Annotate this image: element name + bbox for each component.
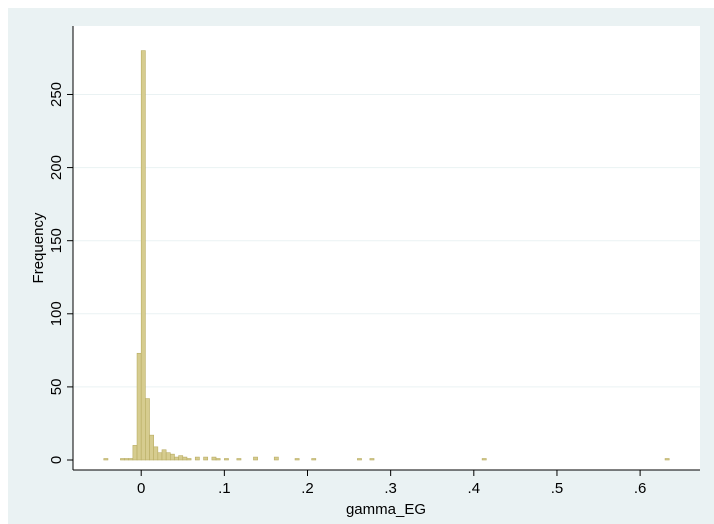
histogram-bar-29 bbox=[369, 458, 375, 461]
histogram-bar-7 bbox=[145, 398, 150, 461]
histogram-bar-0 bbox=[103, 458, 109, 461]
tick-labels: 0 50 100 150 200 250 0 .1 .2 .3 .4 .5 .6 bbox=[48, 82, 646, 497]
histogram-bar-18 bbox=[194, 456, 200, 461]
histogram-bar-10 bbox=[157, 452, 163, 461]
histogram-bar-26 bbox=[294, 458, 300, 461]
histogram-bar-30 bbox=[481, 458, 487, 461]
x-tick-label-3: .3 bbox=[384, 480, 397, 497]
histogram-bar-27 bbox=[311, 458, 317, 461]
x-tick-label-5: .5 bbox=[551, 480, 564, 497]
plot-area bbox=[73, 26, 700, 470]
x-tick-label-2: .2 bbox=[301, 480, 314, 497]
histogram-bar-23 bbox=[236, 458, 242, 461]
histogram-bar-16 bbox=[182, 456, 188, 461]
histogram-bar-2 bbox=[124, 458, 130, 461]
y-tick-label-1: 50 bbox=[48, 379, 65, 396]
histogram-bars bbox=[103, 50, 670, 461]
histogram-bar-9 bbox=[153, 446, 159, 461]
histogram-bar-31 bbox=[664, 458, 670, 461]
histogram-bar-6 bbox=[140, 50, 146, 461]
histogram-bar-5 bbox=[136, 352, 142, 461]
histogram-bar-21 bbox=[215, 458, 221, 461]
chart-background: 0 50 100 150 200 250 0 .1 .2 .3 .4 .5 .6 gamma_EG Fr… bbox=[8, 8, 714, 524]
x-axis-title: gamma_EG bbox=[346, 501, 426, 518]
histogram-bar-11 bbox=[161, 449, 167, 461]
histogram-bar-3 bbox=[128, 458, 134, 461]
histogram-chart: 0 50 100 150 200 250 0 .1 .2 .3 .4 .5 .6 gamma_EG Fr… bbox=[30, 26, 700, 518]
y-axis-title: Frequency bbox=[30, 212, 47, 283]
histogram-bar-8 bbox=[149, 434, 154, 461]
histogram-bar-15 bbox=[178, 455, 184, 461]
histogram-bar-28 bbox=[357, 458, 362, 461]
x-tick-label-4: .4 bbox=[468, 480, 481, 497]
y-tick-label-3: 150 bbox=[48, 228, 65, 253]
histogram-bar-1 bbox=[120, 458, 125, 461]
histogram-bar-25 bbox=[273, 456, 279, 461]
histogram-bar-19 bbox=[203, 456, 209, 461]
histogram-bar-4 bbox=[132, 445, 138, 461]
gridlines bbox=[73, 93, 700, 388]
y-tick-label-2: 100 bbox=[48, 301, 65, 326]
x-tick-label-1: .1 bbox=[218, 480, 231, 497]
histogram-bar-22 bbox=[224, 458, 229, 461]
y-tick-label-4: 200 bbox=[48, 155, 65, 180]
x-tick-label-0: 0 bbox=[137, 480, 145, 497]
histogram-bar-20 bbox=[211, 456, 217, 461]
y-tick-label-5: 250 bbox=[48, 82, 65, 107]
histogram-bar-12 bbox=[165, 452, 171, 461]
axes bbox=[72, 26, 700, 471]
x-tick-label-6: .6 bbox=[634, 480, 647, 497]
histogram-bar-13 bbox=[170, 453, 175, 461]
histogram-bar-17 bbox=[186, 458, 192, 461]
y-tick-label-0: 0 bbox=[48, 456, 65, 464]
histogram-bar-24 bbox=[253, 456, 258, 461]
histogram-bar-14 bbox=[174, 456, 179, 461]
